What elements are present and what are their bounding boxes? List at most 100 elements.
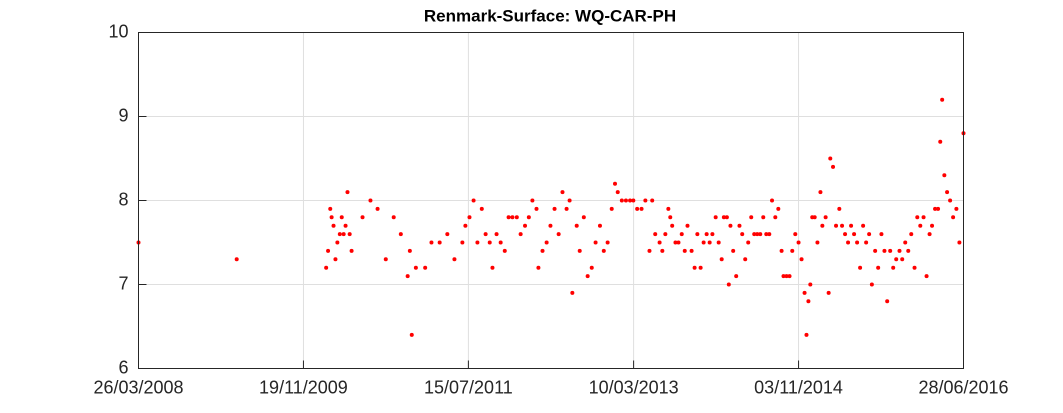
point (837, 206, 842, 211)
point (668, 215, 673, 220)
point (518, 232, 523, 237)
point (670, 223, 675, 228)
point (776, 206, 781, 211)
point (437, 240, 442, 245)
point (912, 265, 917, 270)
point (490, 265, 495, 270)
x-tick-label: 26/03/2008 (93, 377, 183, 397)
point (749, 215, 754, 220)
point (764, 232, 769, 237)
point (957, 240, 962, 245)
point (345, 190, 350, 195)
point (831, 164, 836, 169)
plot-frame (138, 32, 964, 369)
point (743, 257, 748, 262)
point (948, 198, 953, 203)
point (510, 215, 515, 220)
point (858, 265, 863, 270)
point (876, 265, 881, 270)
point (933, 206, 938, 211)
point (398, 232, 403, 237)
chart-title: Renmark-Surface: WQ-CAR-PH (424, 6, 676, 25)
point (463, 223, 468, 228)
point (647, 248, 652, 253)
point (724, 215, 729, 220)
point (758, 232, 763, 237)
point (796, 240, 801, 245)
point (818, 190, 823, 195)
point (585, 274, 590, 279)
point (487, 240, 492, 245)
point (341, 232, 346, 237)
x-tick-label: 03/11/2014 (754, 377, 843, 397)
point (755, 232, 760, 237)
point (740, 232, 745, 237)
point (954, 206, 959, 211)
point (567, 198, 572, 203)
point (619, 198, 624, 203)
point (548, 223, 553, 228)
point (663, 232, 668, 237)
point (494, 232, 499, 237)
point (840, 223, 845, 228)
point (423, 265, 428, 270)
point (855, 240, 860, 245)
point (773, 215, 778, 220)
point (918, 223, 923, 228)
point (909, 232, 914, 237)
point (623, 198, 628, 203)
point (728, 223, 733, 228)
point (635, 206, 640, 211)
point (540, 248, 545, 253)
point (852, 232, 857, 237)
point (337, 232, 342, 237)
point (945, 190, 950, 195)
point (861, 223, 866, 228)
point (823, 215, 828, 220)
tick-labels: 6 7 8 9 10 26/03/2008 19/11/2009 15/07/2011 10/0… (93, 21, 1008, 397)
point (333, 257, 338, 262)
point (343, 223, 348, 228)
point (873, 248, 878, 253)
point (698, 265, 703, 270)
point (903, 240, 908, 245)
point (676, 240, 681, 245)
y-tick-label: 10 (108, 21, 128, 41)
point (716, 240, 721, 245)
point (483, 232, 488, 237)
point (799, 257, 804, 262)
point (790, 248, 795, 253)
point (761, 215, 766, 220)
point (615, 190, 620, 195)
y-tick-label: 6 (118, 357, 128, 377)
point (581, 215, 586, 220)
point (731, 248, 736, 253)
point (767, 232, 772, 237)
point (734, 274, 739, 279)
x-tick-label: 10/03/2013 (589, 377, 679, 397)
point (921, 215, 926, 220)
point (864, 240, 869, 245)
point (639, 206, 644, 211)
point (721, 215, 726, 220)
point (339, 215, 344, 220)
point (891, 265, 896, 270)
point (936, 206, 941, 211)
point (526, 215, 531, 220)
point (897, 248, 902, 253)
point (820, 223, 825, 228)
point (523, 223, 528, 228)
point (900, 257, 905, 262)
point (879, 232, 884, 237)
point (843, 232, 848, 237)
point (391, 215, 396, 220)
point (770, 198, 775, 203)
point (704, 232, 709, 237)
point (701, 240, 706, 245)
point (324, 265, 329, 270)
point (695, 232, 700, 237)
point (746, 240, 751, 245)
point (593, 240, 598, 245)
